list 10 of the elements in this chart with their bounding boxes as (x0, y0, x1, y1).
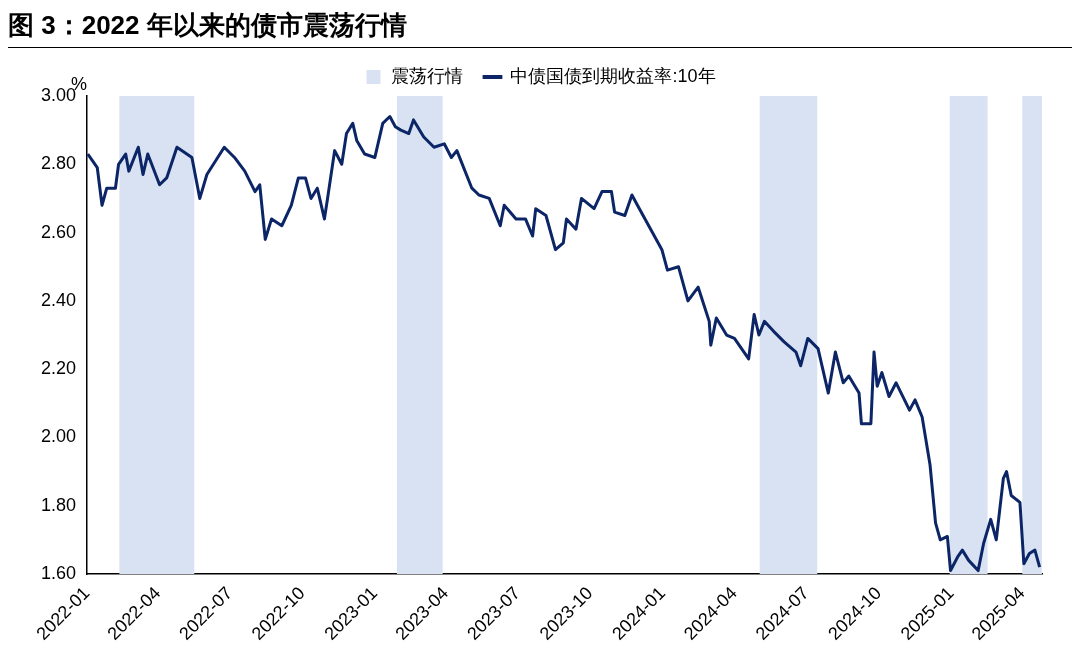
legend-label: 震荡行情 (391, 65, 464, 86)
legend-label: 中债国债到期收益率:10年 (510, 65, 716, 86)
y-tick-label: 2.60 (40, 221, 77, 242)
chart-title: 图 3：2022 年以来的债市震荡行情 (8, 8, 1072, 48)
y-tick-label: 2.00 (40, 426, 77, 447)
y-tick-label: 1.80 (40, 494, 77, 515)
y-tick-label: 1.60 (40, 562, 77, 583)
y-tick-label: 2.40 (40, 289, 77, 310)
y-tick-label: 2.80 (40, 153, 77, 174)
y-tick-label: 2.20 (40, 358, 77, 379)
